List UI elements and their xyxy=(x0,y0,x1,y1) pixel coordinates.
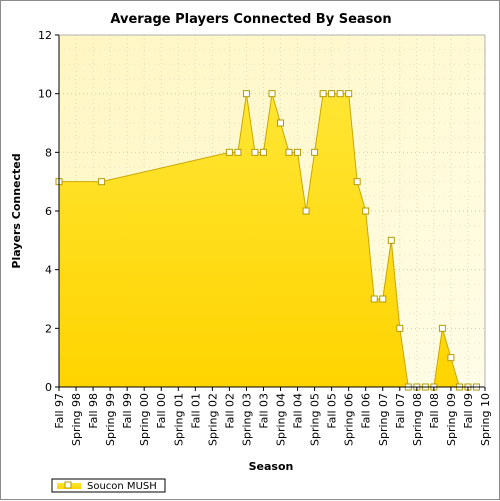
series-area xyxy=(58,93,477,388)
x-tick-label: Fall 08 xyxy=(428,393,441,429)
data-point xyxy=(268,90,276,98)
y-tick-label: 2 xyxy=(45,322,52,335)
data-point xyxy=(234,148,242,156)
x-tick-label: Fall 01 xyxy=(189,393,202,429)
x-tick-label: Spring 10 xyxy=(479,393,492,446)
chart-title: Average Players Connected By Season xyxy=(110,12,391,27)
x-tick-label: Spring 06 xyxy=(343,393,356,446)
data-point xyxy=(302,207,310,215)
x-tick-label: Fall 00 xyxy=(155,393,168,429)
legend: Soucon MUSH xyxy=(51,478,166,493)
x-tick-label: Fall 97 xyxy=(53,393,66,429)
data-point xyxy=(438,324,446,332)
x-axis-ticks: Fall 97 Spring 98 Fall 98 Spring 99 Fall 99 S… xyxy=(53,387,492,446)
legend-label: Soucon MUSH xyxy=(87,481,157,492)
x-tick-label: Fall 98 xyxy=(87,393,100,429)
data-point xyxy=(353,178,361,186)
x-tick-label: Fall 05 xyxy=(326,393,339,429)
y-axis-ticks: 0 2 4 6 8 10 12 xyxy=(38,29,59,394)
y-tick-label: 10 xyxy=(38,88,52,101)
data-point xyxy=(379,295,387,303)
x-tick-label: Spring 03 xyxy=(240,393,253,446)
data-point xyxy=(396,324,404,332)
x-tick-label: Spring 05 xyxy=(309,393,322,446)
x-tick-label: Spring 08 xyxy=(411,393,424,446)
data-point xyxy=(328,90,336,98)
x-tick-label: Fall 03 xyxy=(257,393,270,429)
x-tick-label: Spring 01 xyxy=(172,393,185,446)
data-point xyxy=(311,148,319,156)
data-point xyxy=(242,90,250,98)
x-tick-label: Fall 04 xyxy=(292,393,305,429)
x-tick-label: Spring 02 xyxy=(206,393,219,446)
x-tick-label: Fall 02 xyxy=(223,393,236,429)
x-tick-label: Fall 07 xyxy=(394,393,407,429)
data-point xyxy=(285,148,293,156)
series-area-layer xyxy=(58,93,477,388)
data-point xyxy=(259,148,267,156)
x-tick-label: Spring 00 xyxy=(138,393,151,446)
data-point xyxy=(225,148,233,156)
x-tick-label: Fall 99 xyxy=(121,393,134,429)
data-point xyxy=(362,207,370,215)
data-point xyxy=(98,178,106,186)
data-point xyxy=(294,148,302,156)
legend-marker xyxy=(64,481,72,489)
x-tick-label: Spring 98 xyxy=(70,393,83,446)
y-tick-label: 8 xyxy=(45,146,52,159)
data-point xyxy=(277,119,285,127)
x-tick-label: Spring 04 xyxy=(275,393,288,446)
y-tick-label: 12 xyxy=(38,29,52,42)
x-tick-label: Fall 06 xyxy=(360,393,373,429)
x-axis-label: Season xyxy=(249,460,294,473)
data-point xyxy=(370,295,378,303)
data-point xyxy=(319,90,327,98)
x-tick-label: Spring 09 xyxy=(445,393,458,446)
y-tick-label: 6 xyxy=(45,205,52,218)
data-point xyxy=(387,236,395,244)
data-point xyxy=(447,354,455,362)
x-tick-label: Spring 99 xyxy=(104,393,117,446)
y-axis-label: Players Connected xyxy=(10,153,23,268)
data-point xyxy=(345,90,353,98)
y-tick-label: 0 xyxy=(45,381,52,394)
data-point xyxy=(251,148,259,156)
data-point xyxy=(336,90,344,98)
y-tick-label: 4 xyxy=(45,264,52,277)
x-tick-label: Fall 09 xyxy=(462,393,475,429)
x-tick-label: Spring 07 xyxy=(377,393,390,446)
